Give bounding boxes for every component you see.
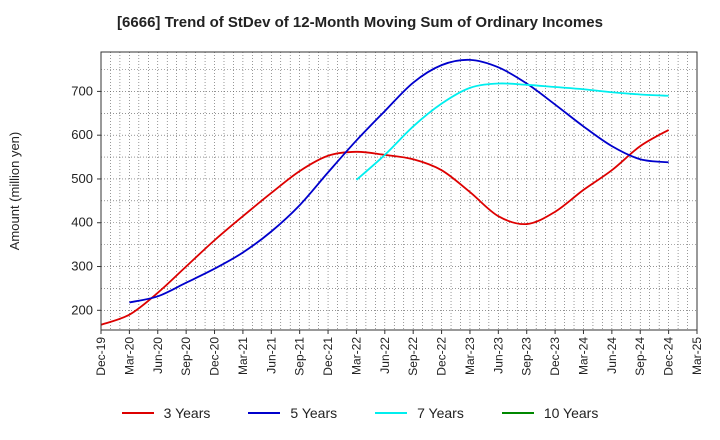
legend-swatch bbox=[121, 412, 154, 414]
y-axis-label: Amount (million yen) bbox=[7, 132, 22, 251]
legend-label: 3 Years bbox=[163, 405, 211, 421]
x-tick-label: Jun-24 bbox=[605, 337, 619, 374]
legend-item: 10 Years bbox=[501, 405, 599, 421]
x-tick-label: Mar-25 bbox=[690, 337, 704, 375]
y-tick-label: 600 bbox=[71, 127, 93, 142]
x-tick-label: Mar-23 bbox=[463, 337, 477, 375]
x-tick-label: Jun-20 bbox=[151, 337, 165, 374]
x-tick-label: Mar-21 bbox=[236, 337, 250, 375]
x-tick-label: Sep-24 bbox=[633, 337, 647, 376]
legend-label: 5 Years bbox=[290, 405, 338, 421]
x-tick-label: Dec-24 bbox=[662, 337, 676, 376]
legend-swatch bbox=[375, 412, 408, 414]
x-tick-label: Jun-21 bbox=[264, 337, 278, 374]
y-tick-label: 500 bbox=[71, 171, 93, 186]
legend-item: 3 Years bbox=[121, 405, 211, 421]
chart-title: [6666] Trend of StDev of 12-Month Moving… bbox=[117, 14, 603, 31]
legend-swatch bbox=[501, 412, 534, 414]
x-tick-label: Sep-22 bbox=[406, 337, 420, 376]
x-tick-label: Sep-20 bbox=[179, 337, 193, 376]
legend: 3 Years 5 Years 7 Years 10 Years bbox=[0, 405, 720, 421]
x-tick-label: Mar-22 bbox=[349, 337, 363, 375]
x-tick-label: Sep-23 bbox=[520, 337, 534, 376]
y-tick-label: 200 bbox=[71, 302, 93, 317]
legend-item: 5 Years bbox=[248, 405, 337, 421]
x-tick-label: Dec-19 bbox=[94, 337, 108, 376]
grid bbox=[101, 52, 697, 330]
legend-item: 7 Years bbox=[375, 405, 464, 421]
x-tick-label: Mar-20 bbox=[122, 337, 136, 375]
legend-label: 7 Years bbox=[417, 405, 464, 421]
series-line-7-years bbox=[355, 82, 669, 181]
x-tick-label: Jun-23 bbox=[491, 337, 505, 374]
y-tick-label: 300 bbox=[71, 259, 93, 274]
x-tick-label: Dec-23 bbox=[548, 337, 562, 376]
x-tick-label: Dec-20 bbox=[208, 337, 222, 376]
x-tick-label: Sep-21 bbox=[293, 337, 307, 376]
legend-swatch bbox=[248, 412, 281, 414]
x-axis: Dec-19 Mar-20 Jun-20 Sep-20 Dec-20 Mar-21 Jun-… bbox=[94, 330, 704, 376]
x-tick-label: Mar-24 bbox=[576, 337, 590, 375]
x-tick-label: Dec-21 bbox=[321, 337, 335, 376]
plot-frame bbox=[100, 51, 698, 331]
y-tick-label: 400 bbox=[71, 215, 93, 230]
x-tick-label: Dec-22 bbox=[435, 337, 449, 376]
series-line-5-years bbox=[129, 58, 669, 304]
series-lines bbox=[100, 58, 670, 326]
x-tick-label: Jun-22 bbox=[378, 337, 392, 374]
legend-label: 10 Years bbox=[543, 405, 599, 421]
y-tick-label: 700 bbox=[71, 83, 93, 98]
y-axis: 200 300 400 500 600 700 bbox=[71, 83, 101, 317]
